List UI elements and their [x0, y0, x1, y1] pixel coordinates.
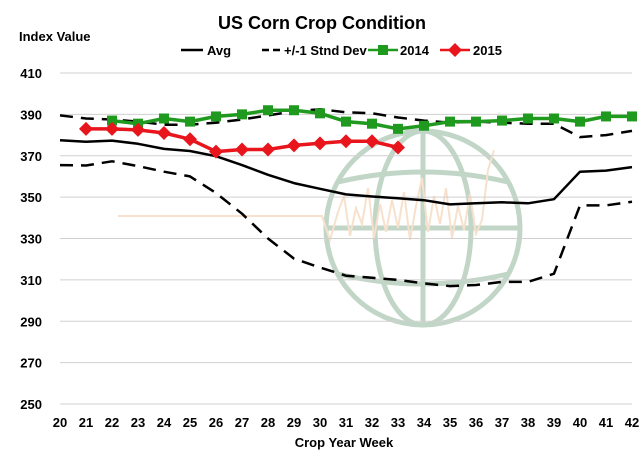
globe-watermark-icon: [118, 128, 523, 328]
point-2014: [601, 111, 611, 122]
point-2014: [575, 116, 585, 127]
x-tick-label: 24: [157, 415, 172, 430]
point-2014: [627, 111, 637, 122]
point-2014: [419, 120, 429, 131]
x-axis-ticks: 20 21 22 23 24 25 26 27 28 29 30 31 32 33 34 35 36 37 38 39…: [53, 415, 639, 430]
series-group: [59, 105, 637, 288]
point-2015: [365, 134, 379, 149]
x-tick-label: 20: [53, 415, 67, 430]
x-tick-label: 25: [183, 415, 197, 430]
point-2015: [339, 134, 353, 149]
series-line: [59, 160, 633, 288]
series-line: [59, 107, 633, 139]
y-tick-label: 310: [20, 273, 42, 288]
point-2015: [209, 144, 223, 159]
point-2014: [315, 108, 325, 119]
point-2014: [185, 116, 195, 127]
point-2014: [237, 109, 247, 120]
x-tick-label: 26: [209, 415, 223, 430]
point-2015: [313, 136, 327, 151]
point-2015: [391, 140, 405, 155]
chart-title: US Corn Crop Condition: [218, 13, 426, 33]
series-line: [59, 138, 633, 206]
point-2014: [471, 116, 481, 127]
point-2015: [235, 142, 249, 157]
point-2014: [445, 116, 455, 127]
point-2015: [79, 121, 93, 136]
legend: Avg +/-1 Stnd Dev 2014 2015: [181, 43, 502, 58]
x-tick-label: 42: [625, 415, 639, 430]
point-2014: [341, 116, 351, 127]
point-2015: [287, 138, 301, 153]
x-tick-label: 22: [105, 415, 119, 430]
gridlines: [60, 72, 632, 405]
y-axis-ticks: 250 270 290 310 330 350 370 390 410: [20, 66, 42, 412]
legend-2014-marker: [378, 45, 388, 55]
x-tick-label: 29: [287, 415, 301, 430]
point-2015: [183, 132, 197, 147]
point-2014: [263, 105, 273, 116]
x-tick-label: 30: [313, 415, 327, 430]
y-tick-label: 270: [20, 356, 42, 371]
x-tick-label: 41: [599, 415, 613, 430]
y-tick-label: 410: [20, 66, 42, 81]
y-tick-label: 290: [20, 314, 42, 329]
point-2014: [211, 111, 221, 122]
x-tick-label: 32: [365, 415, 379, 430]
x-tick-label: 40: [573, 415, 587, 430]
x-axis-title: Crop Year Week: [295, 435, 394, 450]
legend-2015-marker: [448, 43, 462, 57]
y-tick-label: 390: [20, 107, 42, 122]
point-2015: [105, 121, 119, 136]
x-tick-label: 36: [469, 415, 483, 430]
x-tick-label: 39: [547, 415, 561, 430]
x-tick-label: 35: [443, 415, 457, 430]
x-tick-label: 37: [495, 415, 509, 430]
legend-std-dev-label: +/-1 Stnd Dev: [284, 43, 367, 58]
y-tick-label: 330: [20, 232, 42, 247]
legend-2014-label: 2014: [400, 43, 430, 58]
legend-avg-label: Avg: [207, 43, 231, 58]
point-2014: [549, 113, 559, 124]
point-2014: [523, 113, 533, 124]
x-tick-label: 31: [339, 415, 353, 430]
point-2015: [131, 122, 145, 137]
x-tick-label: 33: [391, 415, 405, 430]
x-tick-label: 21: [79, 415, 93, 430]
point-2014: [289, 105, 299, 116]
x-tick-label: 28: [261, 415, 275, 430]
x-tick-label: 27: [235, 415, 249, 430]
point-2015: [261, 142, 275, 157]
point-2014: [497, 115, 507, 126]
point-2014: [107, 115, 117, 126]
y-axis-title: Index Value: [19, 29, 91, 44]
point-2014: [367, 118, 377, 129]
y-tick-label: 250: [20, 397, 42, 412]
point-2014: [393, 123, 403, 134]
point-2014: [159, 113, 169, 124]
x-tick-label: 23: [131, 415, 145, 430]
legend-2015-label: 2015: [473, 43, 502, 58]
y-tick-label: 370: [20, 149, 42, 164]
x-tick-label: 38: [521, 415, 535, 430]
x-tick-label: 34: [417, 415, 432, 430]
y-tick-label: 350: [20, 190, 42, 205]
point-2015: [157, 125, 171, 140]
